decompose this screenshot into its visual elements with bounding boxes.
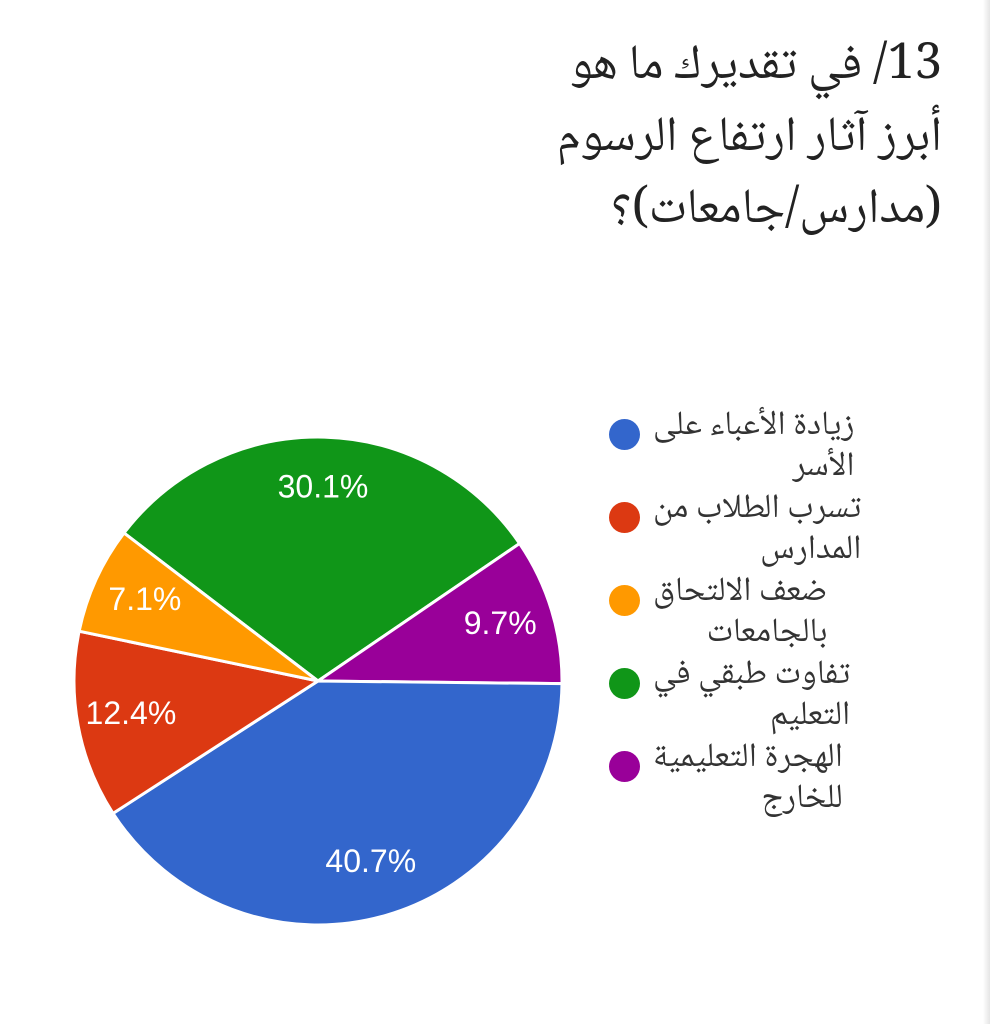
svg-text:30.1%: 30.1% — [278, 469, 369, 505]
svg-text:9.7%: 9.7% — [464, 605, 537, 641]
svg-text:7.1%: 7.1% — [108, 581, 181, 617]
svg-text:12.4%: 12.4% — [86, 695, 177, 731]
svg-text:40.7%: 40.7% — [325, 843, 416, 879]
